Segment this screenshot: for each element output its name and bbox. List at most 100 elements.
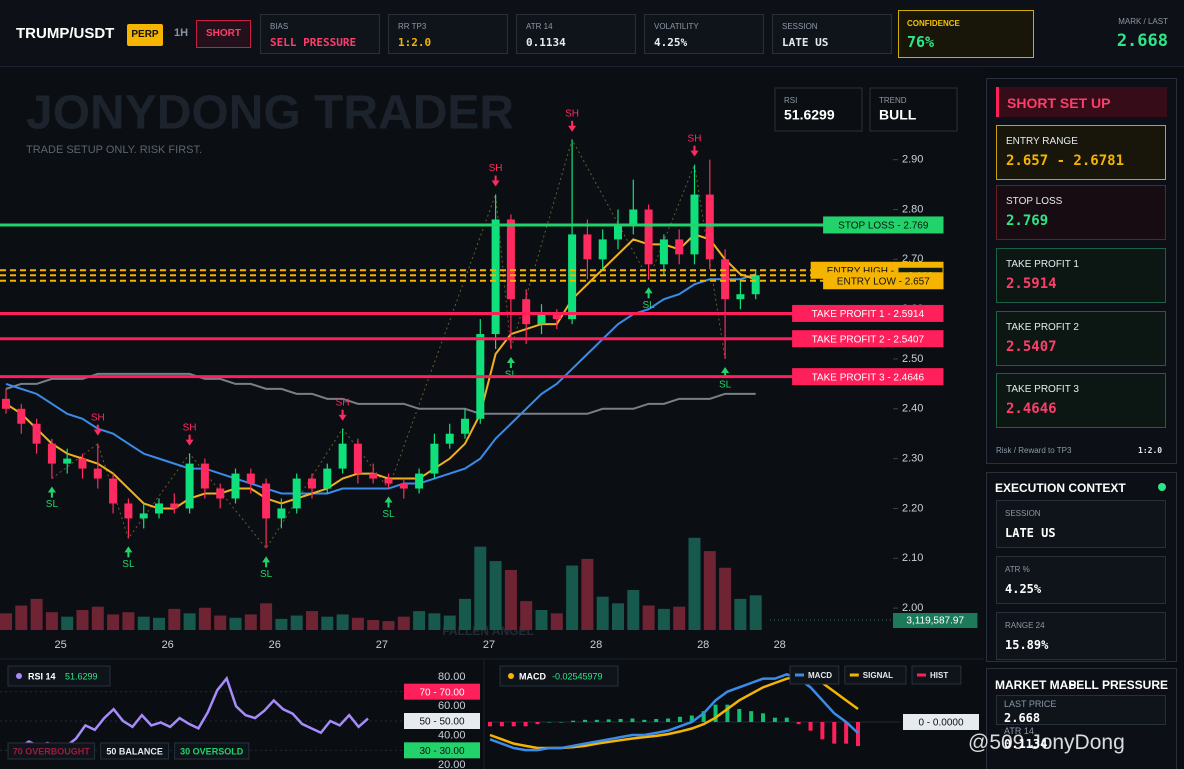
setup-card: ENTRY RANGE 2.657 - 2.6781: [996, 125, 1166, 180]
hist-bar: [844, 722, 849, 744]
volume-bar: [703, 551, 716, 630]
exec-value: 4.25%: [1005, 582, 1042, 596]
timeframe[interactable]: 1H: [174, 27, 189, 39]
hist-bar: [666, 718, 671, 722]
volume-bar: [30, 598, 43, 630]
volume-bar: [397, 616, 410, 630]
candle-body: [751, 275, 760, 295]
candle-body: [2, 398, 10, 409]
volume-bar: [153, 617, 165, 630]
hist-bar: [856, 722, 860, 747]
volume-bar: [428, 613, 441, 630]
hist-bar: [784, 717, 789, 722]
marker-label: SL: [382, 509, 395, 520]
y-tick-label: 2.80: [902, 203, 923, 215]
volume-bar: [734, 598, 747, 630]
volume-bar: [443, 615, 456, 630]
candle-body: [629, 209, 638, 225]
market-badge: PERP: [127, 24, 163, 46]
marker-arrow: [124, 546, 133, 553]
x-tick-label: 28: [590, 639, 602, 651]
info-box: [869, 87, 958, 132]
y-tick-label: 2.10: [902, 552, 923, 564]
volume-bar: [229, 617, 242, 630]
candle-body: [63, 458, 72, 464]
volume-bar: [336, 614, 349, 630]
legend-badge: [174, 742, 250, 760]
setup-card: TAKE PROFIT 1 2.5914: [996, 248, 1166, 303]
info-label: RSI: [784, 96, 797, 105]
hist-bar: [749, 711, 754, 722]
legend-badge: [789, 665, 840, 685]
candle-body: [185, 463, 194, 509]
volume-bar: [550, 613, 563, 630]
marker-arrow: [384, 496, 393, 503]
x-tick-label: 27: [376, 639, 388, 651]
candle-body: [598, 239, 607, 260]
level-tag: [792, 368, 944, 386]
stat-label: VOLATILITY: [654, 22, 699, 31]
volume-bar: [612, 603, 624, 630]
candle-body: [461, 418, 469, 434]
legend-badge: [911, 665, 962, 685]
volume-bar: [198, 607, 211, 630]
x-tick-label: 27: [483, 639, 495, 651]
hist-bar: [547, 722, 552, 723]
volume-bar: [459, 598, 471, 630]
hist-bar: [701, 711, 706, 722]
candle-body: [338, 443, 347, 469]
stat-label: ATR 14: [526, 22, 553, 31]
hist-bar: [499, 722, 504, 727]
zero-tag: [903, 714, 979, 730]
macd-title: MACD: [519, 671, 546, 681]
volume-bar: [504, 570, 517, 630]
volume-bar: [596, 596, 609, 630]
card-value: 2.657 - 2.6781: [1006, 153, 1125, 169]
candle-body: [262, 483, 271, 519]
card-value: 2.5407: [1006, 339, 1057, 355]
level-label: 70 - 70.00: [419, 687, 464, 698]
volume-bar: [351, 617, 364, 630]
candle-body: [445, 433, 454, 444]
average-line: [5, 372, 756, 415]
candle-body: [17, 408, 26, 424]
candle-body: [399, 483, 408, 489]
mark-value: 2.668: [1116, 31, 1168, 51]
level-label: TAKE PROFIT 3 - 2.4646: [812, 372, 925, 383]
map-label: ATR 14: [1004, 726, 1034, 736]
legend-badge: [7, 742, 96, 760]
stat-box: RR TP3 1:2.0: [388, 14, 508, 54]
candle-body: [216, 488, 225, 499]
marker-arrow: [47, 486, 56, 493]
market-map-title: MARKET MAP: [995, 678, 1077, 692]
volume-bar: [688, 537, 701, 630]
title-badge: [499, 665, 619, 687]
zero-label: 0 - 0.0000: [918, 718, 963, 729]
mark-label: MARK / LAST: [1118, 17, 1168, 26]
marker-label: SH: [565, 108, 579, 119]
y-tick-label: 40.00: [438, 730, 466, 742]
y-tick-label: 2.00: [902, 602, 923, 614]
hist-bar: [606, 719, 611, 722]
volume-bar: [260, 603, 273, 630]
candle-body: [675, 239, 684, 255]
x-tick-label: 25: [54, 639, 66, 651]
legend-badge: [844, 665, 907, 685]
market-map-status: SELL PRESSURE: [1068, 678, 1168, 692]
rr-value: 1:2.0: [1138, 446, 1163, 455]
average-line: [5, 273, 757, 495]
volume-bar: [749, 595, 762, 630]
volume-bar: [91, 606, 104, 630]
volume-bar: [520, 601, 533, 630]
candle-body: [308, 478, 316, 489]
title-dot: [16, 673, 22, 679]
candle-body: [736, 294, 745, 300]
x-tick-label: 28: [774, 639, 786, 651]
exec-label: RANGE 24: [1005, 621, 1045, 630]
hist-bar: [535, 722, 540, 725]
y-tick-label: 2.50: [902, 353, 923, 365]
x-tick-label: 26: [269, 639, 281, 651]
stat-box: SESSION LATE US: [772, 14, 892, 54]
candle-body: [155, 503, 163, 514]
marker-label: SL: [642, 300, 655, 311]
